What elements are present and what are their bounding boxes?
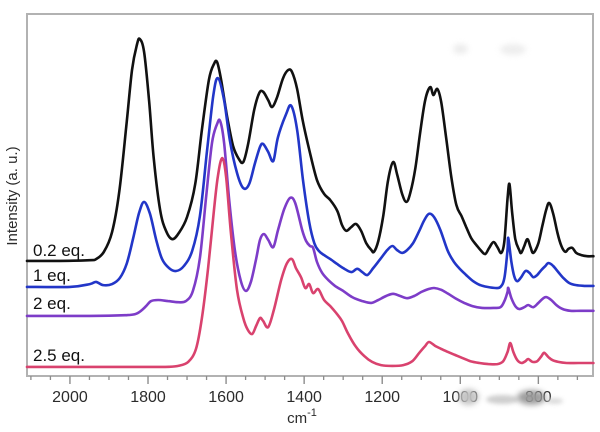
spectrum-curve-2.eq [25, 118, 595, 318]
spectrum-curve-2.5.eq [25, 156, 595, 369]
x-tick-label: 1200 [364, 389, 400, 406]
series-label: 0.2 eq. [33, 241, 85, 260]
x-axis-unit-exponent: -1 [307, 407, 317, 419]
series-label: 2.5 eq. [33, 346, 85, 365]
x-tick-label: 1400 [286, 389, 322, 406]
plot-border [26, 13, 594, 377]
x-tick-label: 1800 [130, 389, 166, 406]
x-tick-label: 800 [525, 389, 552, 406]
x-tick-label: 1000 [442, 389, 478, 406]
y-axis-title: Intensity (a. u.) [4, 146, 21, 245]
x-axis-title: cm-1 [287, 407, 317, 427]
x-tick-label: 1600 [208, 389, 244, 406]
spectrum-curve-0.2.eq [25, 37, 595, 263]
series-label: 1 eq. [33, 266, 71, 285]
series-label: 2 eq. [33, 294, 71, 313]
x-axis-unit: cm [287, 410, 307, 427]
x-tick-label: 2000 [52, 389, 88, 406]
spectrum-curve-1.eq [25, 76, 595, 290]
